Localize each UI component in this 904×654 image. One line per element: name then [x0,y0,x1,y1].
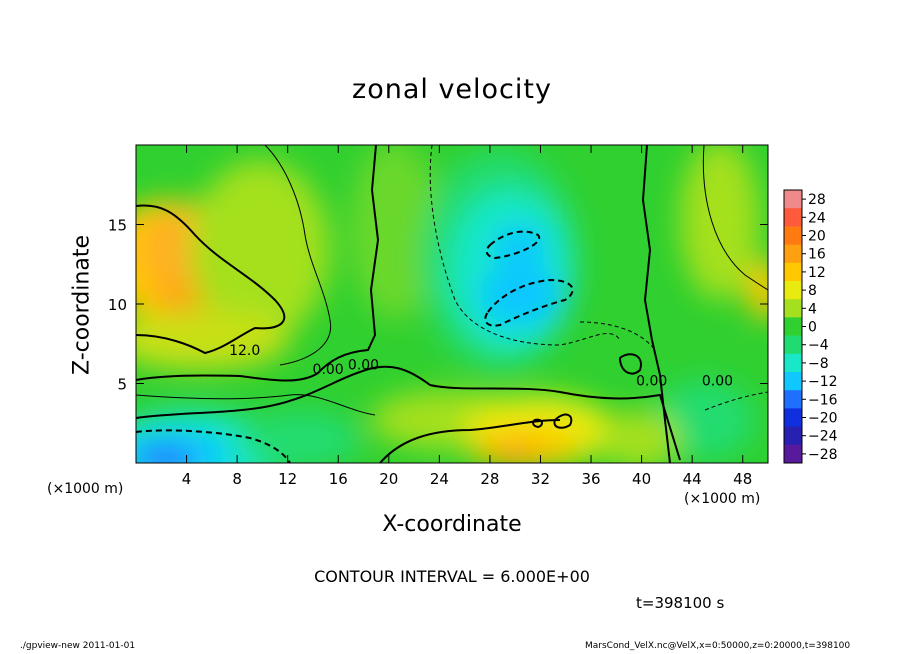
colorbar-label: 28 [808,192,826,208]
colorbar-label: −8 [808,356,829,372]
colorbar-swatch [784,426,802,446]
x-tick-label: 40 [632,470,651,488]
x-tick-label: 28 [480,470,499,488]
contour-thin-f [704,391,768,411]
x-tick-label: 12 [278,470,297,488]
contour-12 [136,204,286,355]
contour-thin-d [579,321,656,351]
colorbar-label: −20 [808,411,838,427]
x-axis-unit-right: (×1000 m) [684,491,761,507]
y-tick-label: 15 [108,217,127,235]
x-tick-label: 20 [379,470,398,488]
colorbar: 28 24 20 16 12 8 4 0 −4 −8 −12 −16 −20 −24 −28 [783,189,838,464]
contour-label: 12.0 [229,343,260,359]
colorbar-label: 16 [808,247,826,263]
colorbar-label: 0 [808,320,817,336]
x-tick-label: 48 [733,470,752,488]
contour-thin-b [429,145,621,346]
contour-zero-right [641,145,671,463]
heatmap-plot-area: 12.00.00 0.000.00 0.00 4 8 12 16 20 24 28 32 36 40 4… [108,144,769,488]
colorbar-label: −28 [808,447,838,463]
x-axis-label: X-coordinate [382,512,522,537]
x-tick-label: 44 [683,470,702,488]
contour-zero-lower [136,365,681,461]
contour-lines [136,145,768,463]
colorbar-swatch [784,208,802,227]
x-tick-label: 36 [581,470,600,488]
x-tick-label: 16 [329,470,348,488]
contour-label: 0.00 [702,373,733,389]
y-tick-label: 5 [117,376,127,394]
y-tick-label: 10 [108,296,127,314]
colorbar-label: 4 [808,301,817,317]
colorbar-swatch [784,408,802,428]
time-label: t=398100 s [636,594,725,612]
colorbar-swatch [784,281,802,300]
contour-label: 0.00 [313,362,344,378]
colorbar-swatch [784,317,802,337]
colorbar-swatch [784,299,802,318]
x-tick-label: 8 [232,470,242,488]
footer-right-text: MarsCond_VelX.nc@VelX,x=0:50000,z=0:2000… [585,641,851,651]
contour-thin-c [702,145,768,291]
contour-neg-center1 [485,230,541,260]
colorbar-swatch [784,190,802,209]
footer-left-text: ./gpview-new 2011-01-01 [20,641,136,651]
contour-interval-note: CONTOUR INTERVAL = 6.000E+00 [314,567,590,586]
colorbar-label: −12 [808,374,838,390]
colorbar-swatch [784,372,802,391]
colorbar-label: 8 [808,283,817,299]
x-tick-label: 4 [182,470,192,488]
x-tick-label: 24 [430,470,449,488]
contour-small-1 [618,353,642,375]
y-axis-label: Z-coordinate [69,235,95,375]
contour-zero-bottom [379,419,561,463]
contour-thin-e [136,394,376,416]
x-axis-ticks: 4 8 12 16 20 24 28 32 36 40 44 48 [182,145,752,488]
colorbar-label: −24 [808,429,838,445]
colorbar-label: −4 [808,338,829,354]
contour-label: 0.00 [348,357,379,373]
contour-neg-bottomleft [136,429,291,463]
y-axis-ticks: 5 10 15 [108,217,768,394]
colorbar-swatch [784,353,802,373]
x-tick-label: 32 [531,470,550,488]
colorbar-label: 12 [808,265,826,281]
colorbar-swatch [784,444,802,464]
x-axis-unit-left: (×1000 m) [47,481,124,497]
colorbar-swatch [784,226,802,246]
contour-small-2 [553,413,573,429]
colorbar-swatch [784,390,802,409]
contour-neg-center2 [484,278,574,327]
colorbar-swatch [784,244,802,264]
colorbar-swatch [784,262,802,282]
colorbar-label: 20 [808,229,826,245]
contour-small-3 [532,418,543,429]
contour-label: 0.00 [636,373,667,389]
colorbar-label: −16 [808,392,838,408]
colorbar-swatch [784,335,802,355]
colorbar-label: 24 [808,210,826,226]
contour-thin-a [264,145,332,366]
contour-zero-left [136,145,380,382]
contour-labels: 12.00.00 0.000.00 0.00 [229,343,733,389]
chart-title: zonal velocity [352,74,552,105]
